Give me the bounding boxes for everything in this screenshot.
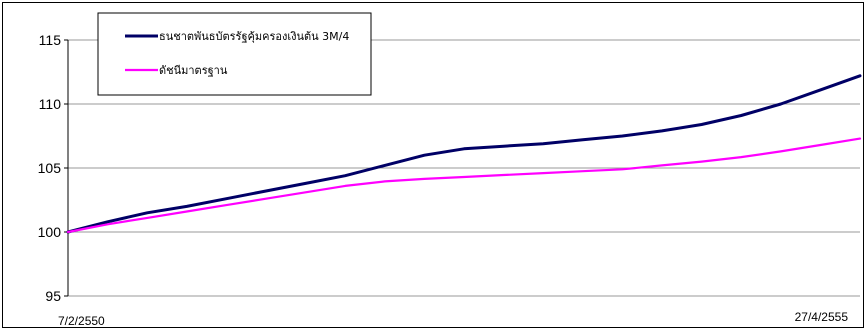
y-tick-label: 100 — [38, 224, 62, 240]
y-tick-label: 115 — [39, 32, 62, 48]
series-line-1 — [66, 74, 862, 234]
y-tick-labels: 95 100 105 110 115 — [38, 32, 62, 304]
line-chart: 95 100 105 110 115 7/2/2550 27/4/2555 ธนชาตพั… — [38, 12, 862, 328]
series-lines — [66, 74, 862, 234]
legend: ธนชาตพันธบัตรรัฐคุ้มครองเงินต้น 3M/4 ดัชน… — [97, 12, 372, 96]
chart-frame: 95 100 105 110 115 7/2/2550 27/4/2555 ธนชาตพั… — [2, 2, 864, 328]
y-tick-label: 95 — [45, 288, 61, 304]
y-tick-label: 110 — [39, 96, 62, 112]
x-tick-label: 7/2/2550 — [58, 314, 105, 328]
axes — [64, 39, 69, 297]
y-tick-label: 105 — [38, 160, 62, 176]
x-tick-labels: 7/2/2550 27/4/2555 — [58, 310, 848, 328]
legend-box — [97, 12, 372, 96]
legend-label: ดัชนีมาตรฐาน — [159, 64, 228, 77]
x-tick-label: 27/4/2555 — [795, 310, 849, 324]
series-line-2 — [66, 137, 862, 234]
legend-label: ธนชาตพันธบัตรรัฐคุ้มครองเงินต้น 3M/4 — [159, 30, 349, 43]
